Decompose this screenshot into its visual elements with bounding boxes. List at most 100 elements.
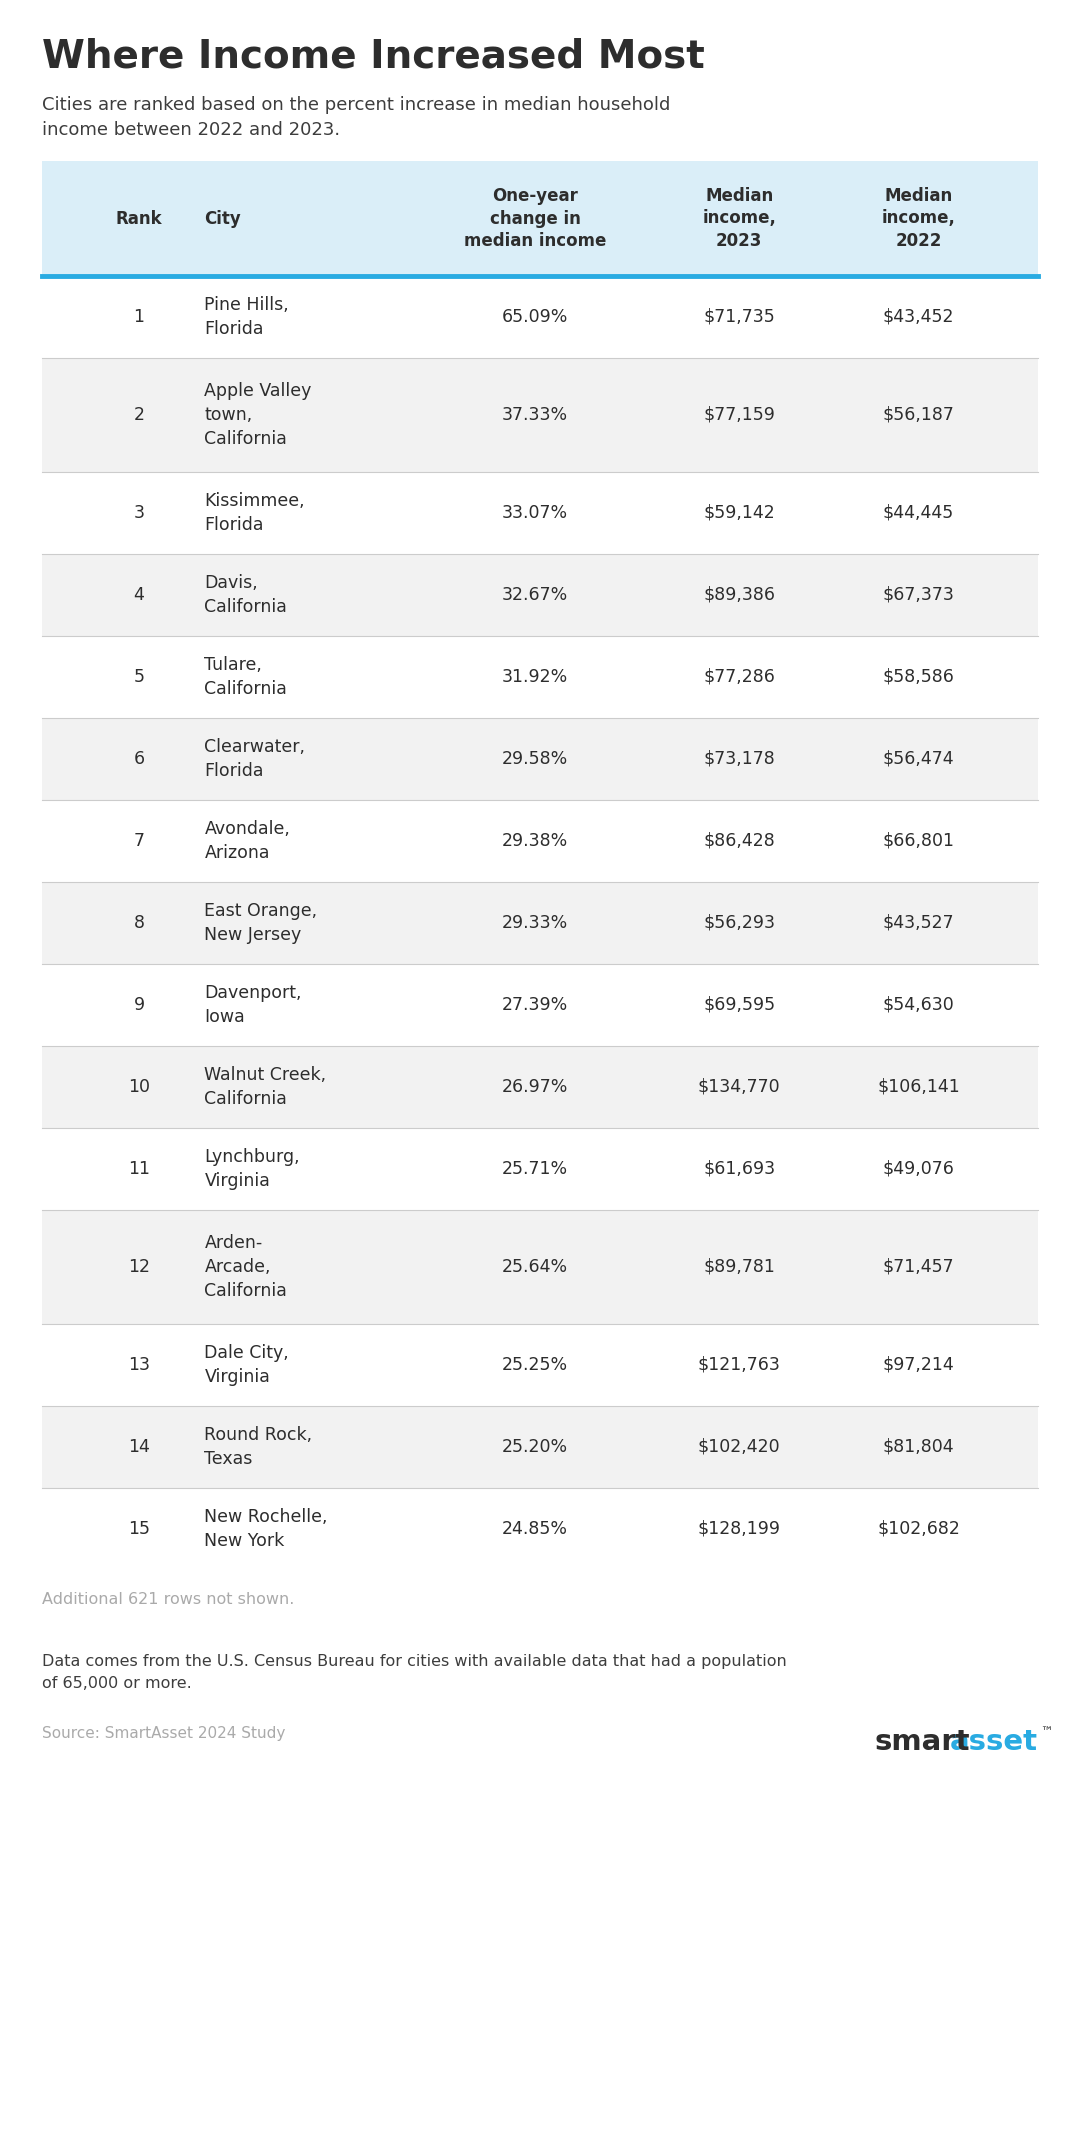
Text: $89,781: $89,781 <box>703 1257 775 1277</box>
Text: Davis,
California: Davis, California <box>204 574 287 615</box>
Bar <box>42 161 1038 276</box>
Text: 9: 9 <box>134 996 145 1013</box>
Text: One-year
change in
median income: One-year change in median income <box>463 186 606 251</box>
Text: $97,214: $97,214 <box>882 1356 955 1373</box>
Text: 31.92%: 31.92% <box>502 668 568 685</box>
Text: $61,693: $61,693 <box>703 1161 775 1178</box>
Text: Davenport,
Iowa: Davenport, Iowa <box>204 983 302 1026</box>
Text: 24.85%: 24.85% <box>502 1521 568 1538</box>
Text: Median
income,
2023: Median income, 2023 <box>702 186 777 251</box>
Text: 8: 8 <box>134 915 145 932</box>
Text: $44,445: $44,445 <box>882 503 954 523</box>
Text: 2: 2 <box>134 407 145 424</box>
Text: Round Rock,
Texas: Round Rock, Texas <box>204 1427 312 1467</box>
Bar <box>42 1489 1038 1570</box>
Text: 65.09%: 65.09% <box>502 308 568 326</box>
Text: Arden-
Arcade,
California: Arden- Arcade, California <box>204 1234 287 1300</box>
Text: Kissimmee,
Florida: Kissimmee, Florida <box>204 493 305 533</box>
Bar <box>42 1324 1038 1405</box>
Text: Walnut Creek,
California: Walnut Creek, California <box>204 1067 326 1107</box>
Text: $43,452: $43,452 <box>882 308 955 326</box>
Text: 25.20%: 25.20% <box>502 1437 568 1457</box>
Text: $128,199: $128,199 <box>698 1521 781 1538</box>
Text: $134,770: $134,770 <box>698 1077 781 1097</box>
Text: 27.39%: 27.39% <box>502 996 568 1013</box>
Text: asset: asset <box>950 1729 1038 1756</box>
Text: Data comes from the U.S. Census Bureau for cities with available data that had a: Data comes from the U.S. Census Bureau f… <box>42 1654 786 1692</box>
Text: $73,178: $73,178 <box>703 750 775 769</box>
Text: $71,457: $71,457 <box>882 1257 955 1277</box>
Text: New Rochelle,
New York: New Rochelle, New York <box>204 1508 328 1551</box>
Bar <box>42 358 1038 471</box>
Text: 25.25%: 25.25% <box>502 1356 568 1373</box>
Text: $49,076: $49,076 <box>882 1161 955 1178</box>
Bar <box>42 1129 1038 1210</box>
Text: $56,474: $56,474 <box>882 750 955 769</box>
Text: 26.97%: 26.97% <box>502 1077 568 1097</box>
Text: $66,801: $66,801 <box>882 831 955 850</box>
Text: Additional 621 rows not shown.: Additional 621 rows not shown. <box>42 1592 295 1606</box>
Text: $77,286: $77,286 <box>703 668 775 685</box>
Text: Median
income,
2022: Median income, 2022 <box>881 186 956 251</box>
Text: $59,142: $59,142 <box>703 503 775 523</box>
Text: Tulare,
California: Tulare, California <box>204 655 287 698</box>
Text: $58,586: $58,586 <box>882 668 955 685</box>
Text: 15: 15 <box>129 1521 150 1538</box>
Text: 29.38%: 29.38% <box>502 831 568 850</box>
Text: ™: ™ <box>1040 1726 1053 1739</box>
Text: $86,428: $86,428 <box>703 831 775 850</box>
Text: 37.33%: 37.33% <box>502 407 568 424</box>
Text: $121,763: $121,763 <box>698 1356 781 1373</box>
Text: 13: 13 <box>129 1356 150 1373</box>
Text: Avondale,
Arizona: Avondale, Arizona <box>204 820 291 861</box>
Text: Dale City,
Virginia: Dale City, Virginia <box>204 1345 289 1386</box>
Text: 33.07%: 33.07% <box>502 503 568 523</box>
Text: 29.33%: 29.33% <box>502 915 568 932</box>
Text: $81,804: $81,804 <box>882 1437 955 1457</box>
Text: Pine Hills,
Florida: Pine Hills, Florida <box>204 296 289 338</box>
Bar <box>42 718 1038 799</box>
Text: $77,159: $77,159 <box>703 407 775 424</box>
Bar <box>42 964 1038 1045</box>
Text: 12: 12 <box>129 1257 150 1277</box>
Bar <box>42 1210 1038 1324</box>
Text: 3: 3 <box>134 503 145 523</box>
Text: $106,141: $106,141 <box>877 1077 960 1097</box>
Text: Source: SmartAsset 2024 Study: Source: SmartAsset 2024 Study <box>42 1726 285 1741</box>
Text: 1: 1 <box>134 308 145 326</box>
Text: $56,187: $56,187 <box>882 407 955 424</box>
Text: Where Income Increased Most: Where Income Increased Most <box>42 39 705 75</box>
Text: Apple Valley
town,
California: Apple Valley town, California <box>204 383 312 448</box>
Text: Lynchburg,
Virginia: Lynchburg, Virginia <box>204 1148 300 1189</box>
Text: $102,682: $102,682 <box>877 1521 960 1538</box>
Text: 5: 5 <box>134 668 145 685</box>
Text: 32.67%: 32.67% <box>502 587 568 604</box>
Text: $69,595: $69,595 <box>703 996 775 1013</box>
Text: 25.64%: 25.64% <box>502 1257 568 1277</box>
Text: 6: 6 <box>134 750 145 769</box>
Bar <box>42 555 1038 636</box>
Bar <box>42 471 1038 555</box>
Text: 4: 4 <box>134 587 145 604</box>
Text: $56,293: $56,293 <box>703 915 775 932</box>
Text: 7: 7 <box>134 831 145 850</box>
Text: Clearwater,
Florida: Clearwater, Florida <box>204 739 306 780</box>
Text: Cities are ranked based on the percent increase in median household
income betwe: Cities are ranked based on the percent i… <box>42 96 671 139</box>
Text: $67,373: $67,373 <box>882 587 955 604</box>
Bar <box>42 1405 1038 1489</box>
Text: 29.58%: 29.58% <box>502 750 568 769</box>
Bar <box>42 276 1038 358</box>
Text: smart: smart <box>875 1729 970 1756</box>
Bar <box>42 883 1038 964</box>
Bar <box>42 636 1038 718</box>
Text: 11: 11 <box>129 1161 150 1178</box>
Text: City: City <box>204 210 241 227</box>
Text: 25.71%: 25.71% <box>502 1161 568 1178</box>
Text: $89,386: $89,386 <box>703 587 775 604</box>
Text: 10: 10 <box>129 1077 150 1097</box>
Text: Rank: Rank <box>116 210 162 227</box>
Text: $54,630: $54,630 <box>882 996 955 1013</box>
Bar <box>42 1045 1038 1129</box>
Text: $43,527: $43,527 <box>882 915 955 932</box>
Text: $102,420: $102,420 <box>698 1437 781 1457</box>
